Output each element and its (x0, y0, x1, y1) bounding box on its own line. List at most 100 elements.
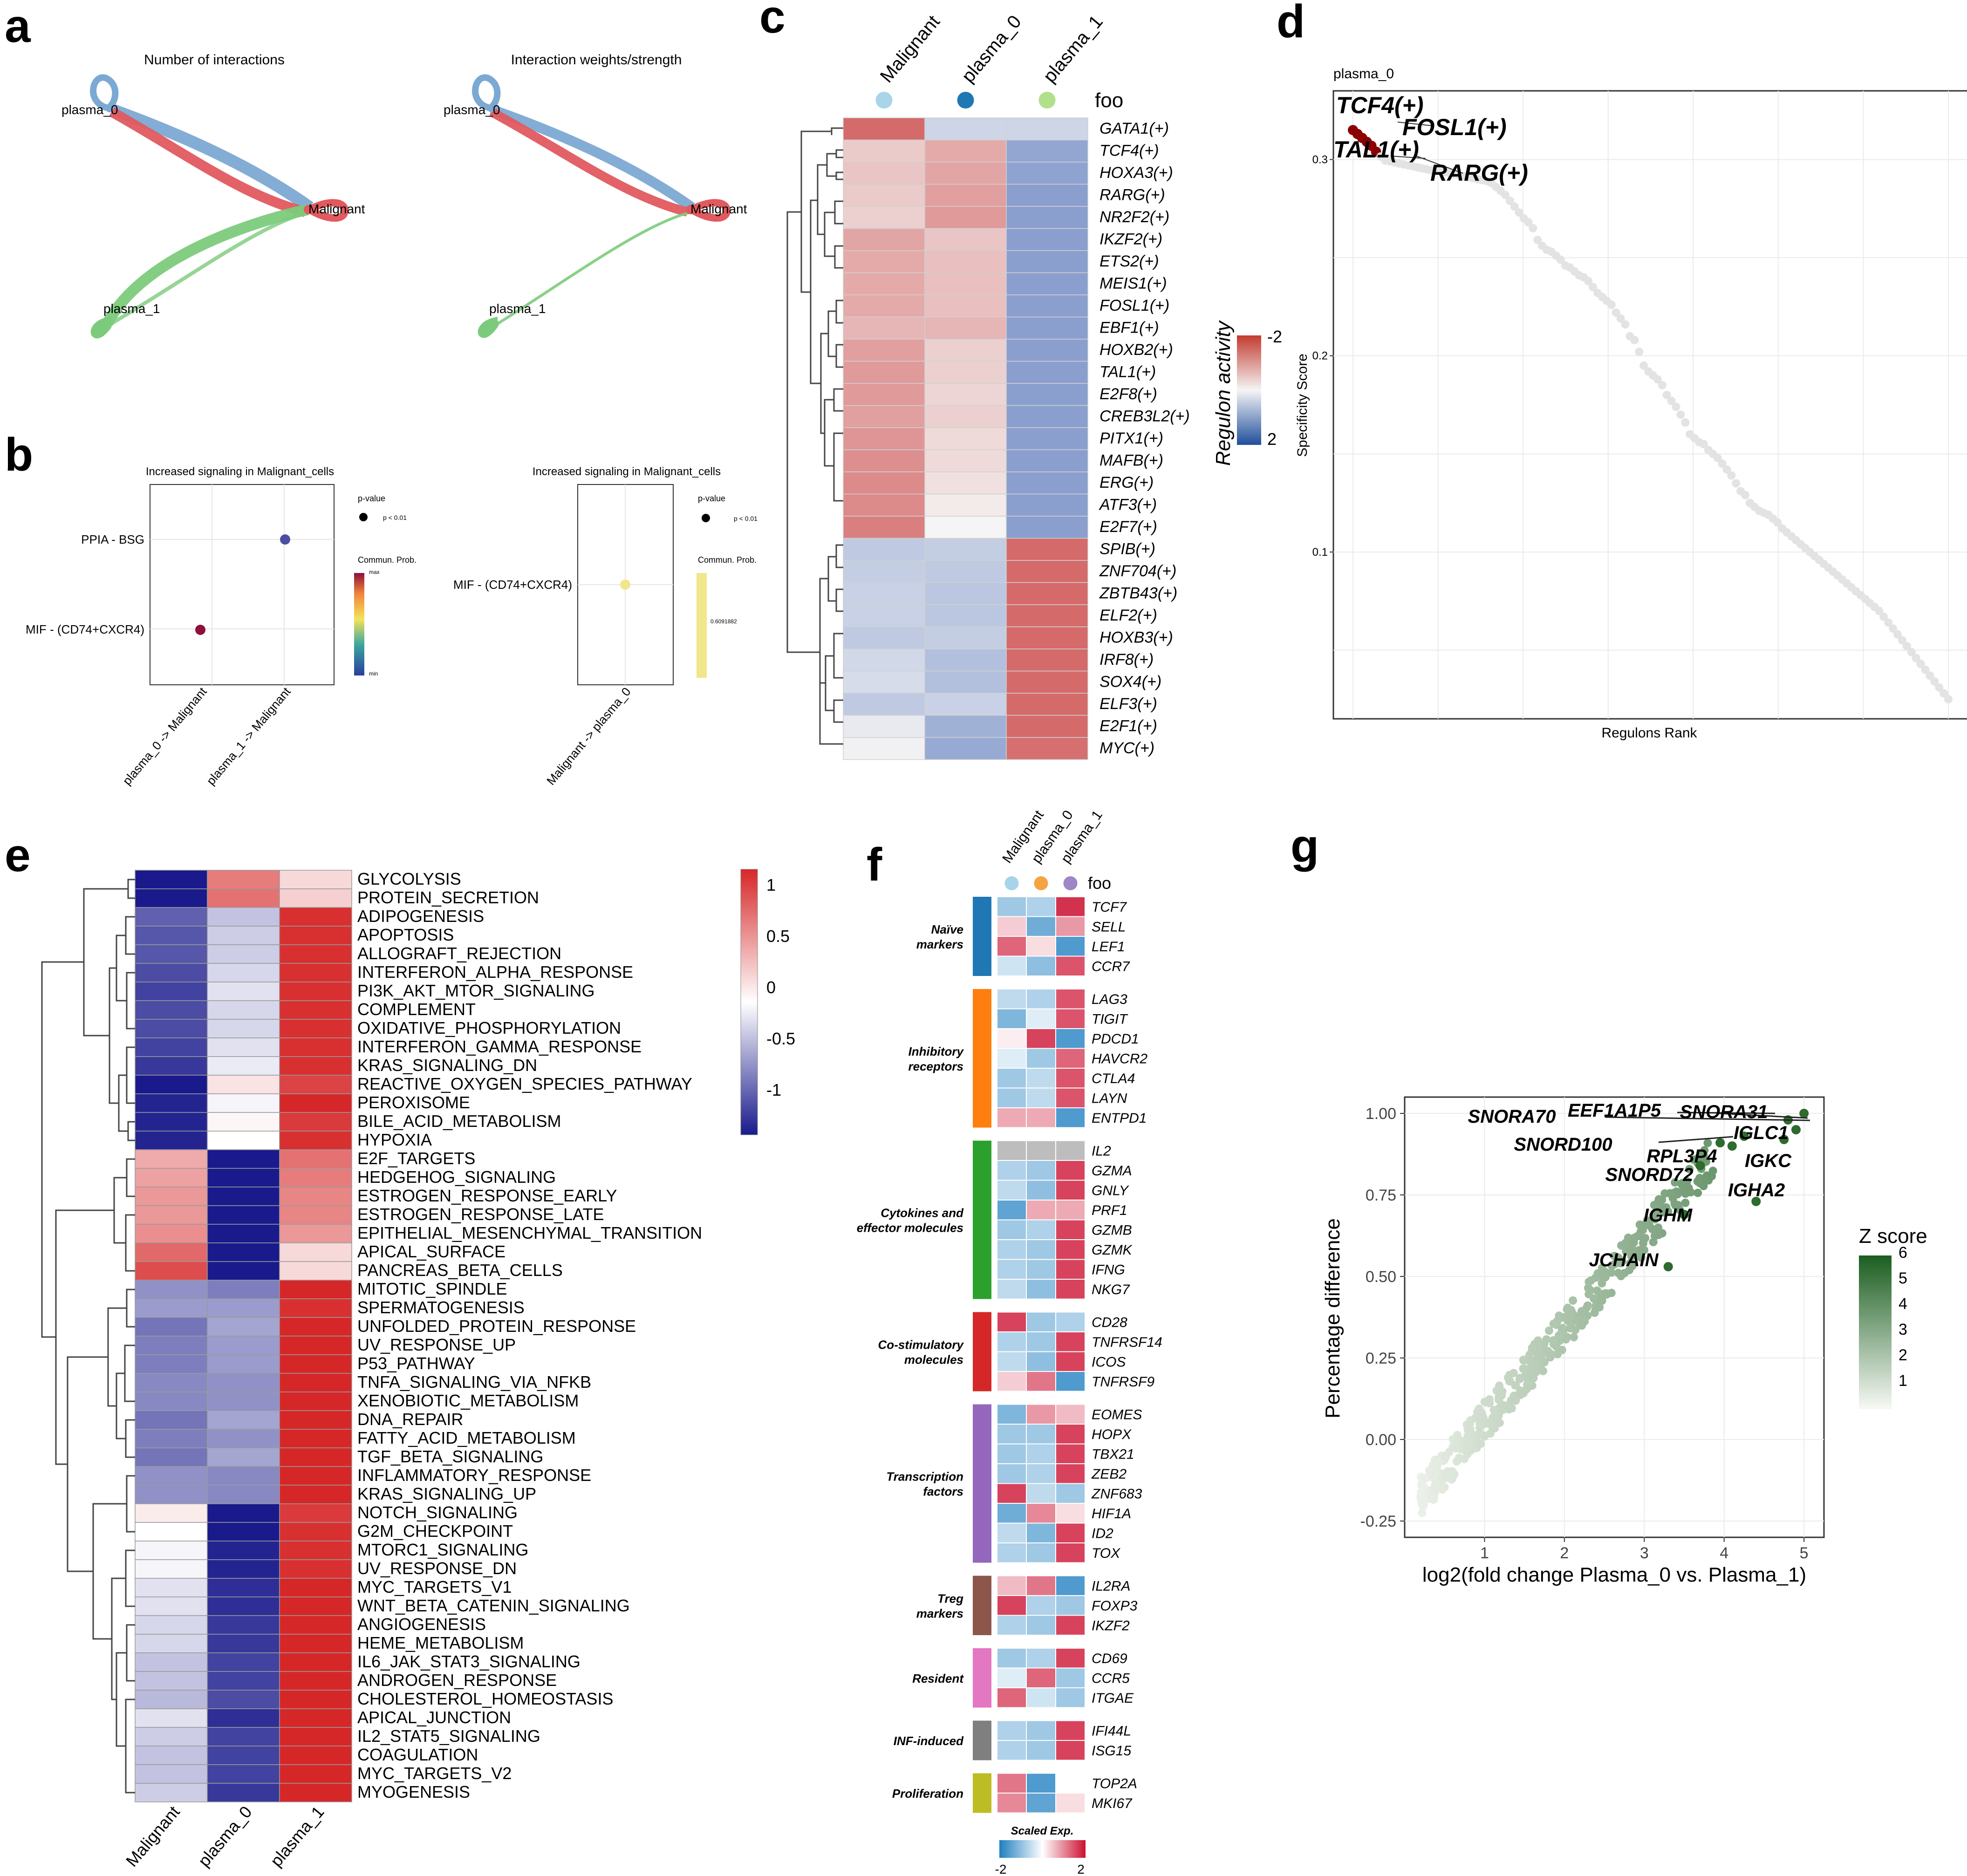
g-point-359 (1432, 1480, 1441, 1489)
c-cell-28-1 (924, 737, 1007, 760)
e-cell-47-0 (135, 1746, 208, 1765)
f-cell-14-2 (1055, 1200, 1086, 1221)
a-node-label-malignant-w: Malignant (690, 202, 747, 216)
c-cell-2-0 (843, 162, 925, 185)
e-cell-7-0 (135, 1000, 208, 1020)
e-cell-25-0 (135, 1336, 208, 1355)
e-cell-38-0 (135, 1578, 208, 1597)
e-cell-26-0 (135, 1354, 208, 1374)
f-cell-13-1 (1026, 1180, 1056, 1201)
g-point-365 (1598, 1279, 1606, 1288)
c-cell-27-2 (1006, 715, 1088, 738)
f-cell-37-0 (997, 1720, 1027, 1741)
f-gene-label: TIGIT (1092, 1011, 1128, 1027)
e-cell-23-1 (207, 1298, 280, 1318)
f-gene-label: HAVCR2 (1092, 1051, 1147, 1066)
g-point-292 (1703, 1139, 1712, 1147)
d-label-tcf4: TCF4(+) (1336, 92, 1424, 118)
f-cell-36-2 (1055, 1687, 1086, 1708)
e-row-label: G2M_CHECKPOINT (357, 1521, 513, 1541)
e-cell-25-1 (207, 1336, 280, 1355)
f-cell-18-0 (997, 1279, 1027, 1300)
f-gene-label: GZMA (1092, 1163, 1132, 1179)
f-group-label: Transcription factors (886, 1470, 963, 1499)
g-point-240 (1693, 1177, 1702, 1186)
e-cell-11-2 (279, 1075, 352, 1094)
e-row-label: APICAL_SURFACE (357, 1242, 505, 1261)
e-cell-21-2 (279, 1261, 352, 1281)
c-row-label: TAL1(+) (1100, 363, 1156, 381)
g-point-260 (1652, 1207, 1661, 1216)
a-network-left: plasma_0 Malignant plasma_1 (61, 74, 365, 339)
f-cell-25-2 (1055, 1443, 1086, 1464)
e-cell-19-0 (135, 1224, 208, 1243)
d-point-35 (1510, 202, 1519, 211)
c-cell-12-1 (924, 383, 1007, 406)
f-gene-label: IL2 (1092, 1143, 1111, 1159)
c-cell-8-0 (843, 294, 925, 318)
d-point-82 (1727, 471, 1736, 480)
e-col-label: plasma_0 (194, 1802, 256, 1870)
panel-label-f: f (867, 839, 882, 891)
e-cell-40-2 (279, 1615, 352, 1635)
f-gene-label: FOXP3 (1092, 1598, 1138, 1614)
g-point-375 (1681, 1199, 1690, 1207)
f-cell-27-2 (1055, 1483, 1086, 1504)
e-col-label: Malignant (122, 1802, 184, 1870)
f-cell-38-0 (997, 1740, 1027, 1761)
e-cell-44-1 (207, 1690, 280, 1709)
e-cell-14-1 (207, 1131, 280, 1150)
f-cell-40-2 (1055, 1793, 1086, 1814)
e-row-label: KRAS_SIGNALING_DN (357, 1056, 537, 1075)
e-cell-4-2 (279, 944, 352, 964)
f-group-bar-1 (973, 989, 991, 1128)
f-cell-20-0 (997, 1331, 1027, 1352)
e-cell-48-1 (207, 1764, 280, 1784)
c-row-label: ZBTB43(+) (1099, 585, 1177, 602)
c-cell-28-2 (1006, 737, 1088, 760)
g-point-label: JCHAIN (1589, 1250, 1659, 1270)
c-cell-1-2 (1006, 139, 1088, 163)
e-cell-25-2 (279, 1336, 352, 1355)
f-cell-35-2 (1055, 1667, 1086, 1688)
g-point-412 (1463, 1436, 1472, 1445)
g-ytick: 0.25 (1366, 1350, 1396, 1367)
b-legend-pvalue-label-r: p < 0.01 (734, 515, 758, 522)
c-row-label: EBF1(+) (1100, 319, 1159, 337)
d-point-85 (1741, 491, 1750, 499)
g-colorbar (1859, 1255, 1892, 1409)
g-point-368 (1578, 1317, 1587, 1325)
g-point-385 (1699, 1181, 1708, 1190)
e-row-label: INFLAMMATORY_RESPONSE (357, 1466, 591, 1485)
g-point-373 (1475, 1404, 1483, 1413)
e-cell-18-0 (135, 1205, 208, 1225)
f-cell-29-1 (1026, 1522, 1056, 1543)
c-cell-9-0 (843, 316, 925, 340)
d-point-40 (1533, 236, 1542, 245)
f-cell-11-2 (1055, 1140, 1086, 1161)
c-cell-18-1 (924, 516, 1007, 539)
node-plasma1-w (491, 320, 499, 328)
g-point-409 (1563, 1303, 1572, 1312)
g-point-38 (1685, 1165, 1694, 1173)
e-row-label: INTERFERON_GAMMA_RESPONSE (357, 1037, 642, 1056)
e-cell-35-1 (207, 1522, 280, 1542)
e-cell-32-0 (135, 1466, 208, 1486)
f-cell-5-0 (997, 1008, 1027, 1029)
edge-plasma0-malignant-w (490, 104, 695, 211)
e-cell-3-0 (135, 926, 208, 945)
g-point-410 (1658, 1195, 1666, 1204)
a-title-left: Number of interactions (144, 52, 285, 68)
g-point-396 (1618, 1257, 1626, 1266)
f-cell-7-2 (1055, 1048, 1086, 1069)
e-cell-45-2 (279, 1708, 352, 1728)
loop-plasma0-w (472, 74, 501, 111)
g-point-402 (1528, 1372, 1537, 1381)
f-group-bar-3 (973, 1312, 991, 1392)
f-gene-label: CTLA4 (1092, 1071, 1135, 1086)
c-cell-0-1 (924, 117, 1007, 141)
c-cell-16-0 (843, 471, 925, 495)
node-plasma0 (105, 104, 114, 112)
c-cell-24-2 (1006, 648, 1088, 672)
d-point-126 (1930, 677, 1939, 686)
